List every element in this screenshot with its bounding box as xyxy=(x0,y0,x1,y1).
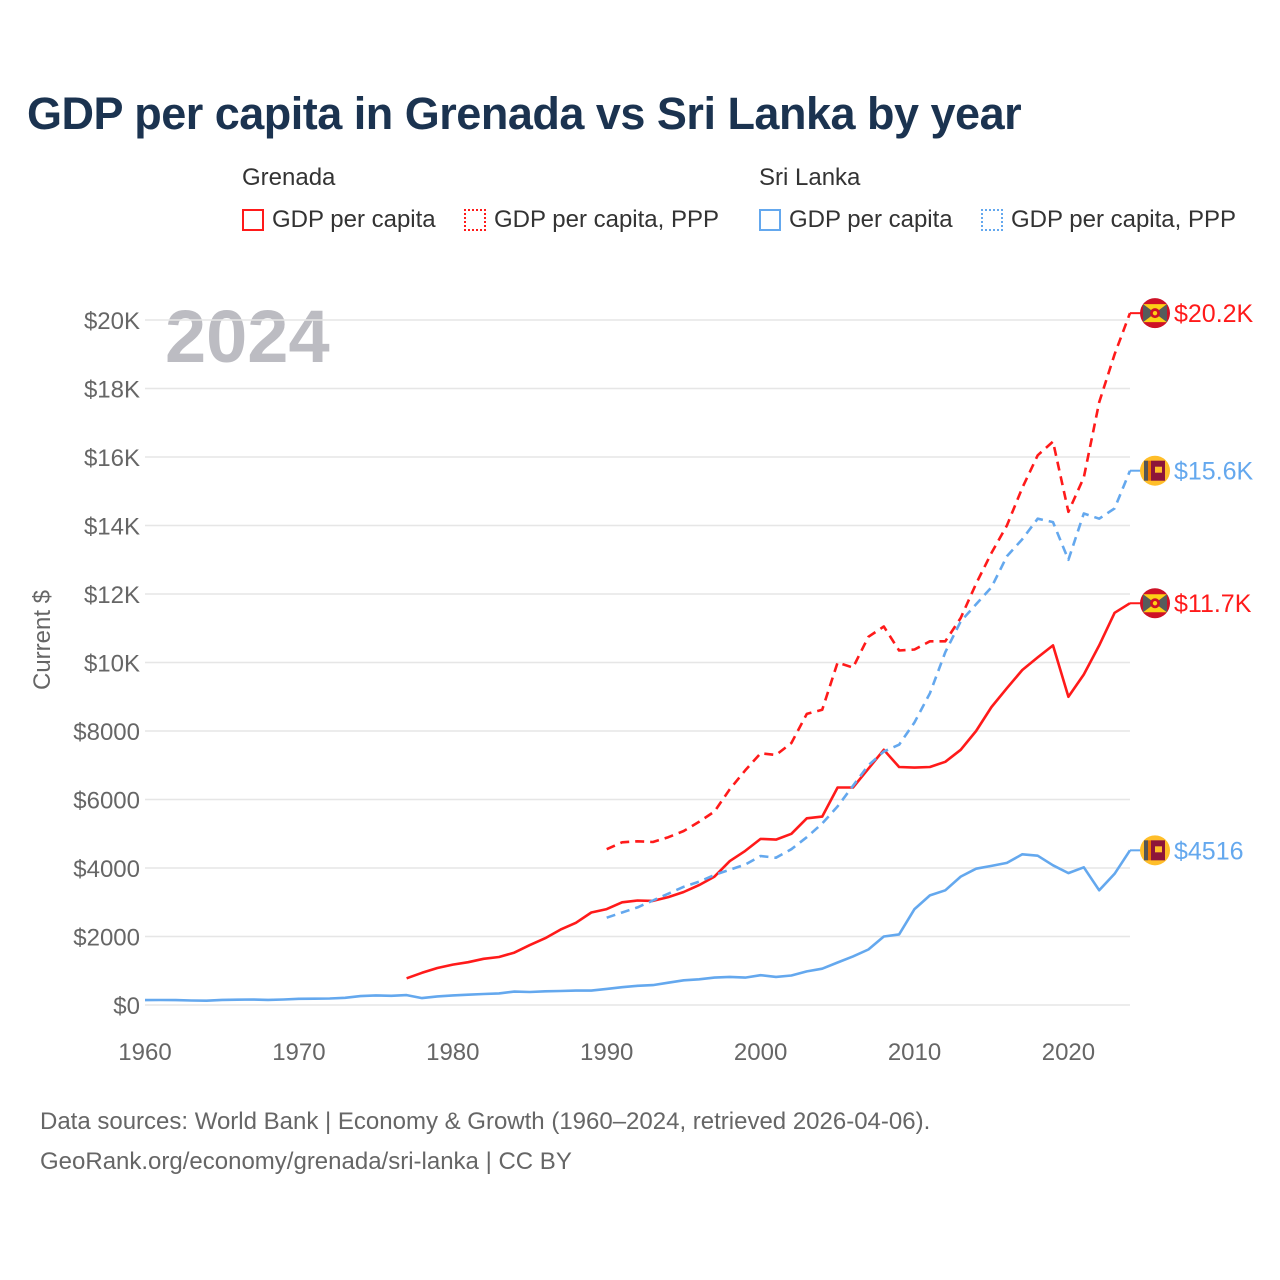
footer-sources: Data sources: World Bank | Economy & Gro… xyxy=(40,1108,931,1135)
legend-swatch-dotted-blue xyxy=(981,209,1003,231)
x-tick-label: 2010 xyxy=(888,1039,941,1066)
legend-swatch-solid-blue xyxy=(759,209,781,231)
end-value-label: $20.2K xyxy=(1174,300,1254,328)
chart-title: GDP per capita in Grenada vs Sri Lanka b… xyxy=(27,88,1022,139)
flag-star xyxy=(1152,601,1158,606)
legend-sri-lanka-ppp[interactable]: GDP per capita, PPP xyxy=(981,206,1236,234)
flag-part xyxy=(1143,594,1155,613)
y-tick-label: $14K xyxy=(84,514,140,541)
series-line-grenada-gdp-per-capita-ppp xyxy=(606,312,1132,851)
y-tick-label: $2000 xyxy=(73,925,140,952)
x-tick-label: 1970 xyxy=(272,1039,325,1066)
legend-label: GDP per capita xyxy=(272,206,436,233)
grenada-flag-icon xyxy=(1140,298,1170,329)
flag-lion xyxy=(1155,846,1162,853)
y-tick-label: $18K xyxy=(84,377,140,404)
legend-grenada-ppp[interactable]: GDP per capita, PPP xyxy=(464,206,719,234)
y-tick-label: $16K xyxy=(84,445,140,472)
srilanka-flag-icon xyxy=(1140,455,1170,486)
y-tick-label: $0 xyxy=(113,993,140,1020)
series-line-grenada-gdp-per-capita xyxy=(406,602,1131,980)
x-tick-label: 2020 xyxy=(1042,1039,1095,1066)
flag-part xyxy=(1155,594,1167,613)
footer-link[interactable]: GeoRank.org/economy/grenada/sri-lanka | … xyxy=(40,1148,572,1175)
flag-lion xyxy=(1155,466,1162,473)
y-tick-label: $8000 xyxy=(73,719,140,746)
end-value-label: $15.6K xyxy=(1174,458,1254,486)
y-tick-label: $4000 xyxy=(73,856,140,883)
flag-part xyxy=(1144,840,1148,861)
y-tick-label: $6000 xyxy=(73,788,140,815)
x-tick-label: 1960 xyxy=(118,1039,171,1066)
y-axis-label: Current $ xyxy=(29,590,56,690)
x-tick-label: 2000 xyxy=(734,1039,787,1066)
legend-label: GDP per capita, PPP xyxy=(494,206,719,233)
legend-swatch-dotted-red xyxy=(464,209,486,231)
y-tick-label: $10K xyxy=(84,651,140,678)
flag-part xyxy=(1143,304,1155,323)
series-line-sri-lanka-gdp-per-capita xyxy=(144,849,1132,1003)
legend-sri-lanka-gdp[interactable]: GDP per capita xyxy=(759,206,953,234)
series-line-sri-lanka-gdp-per-capita-ppp xyxy=(606,470,1132,919)
legend-group-sri-lanka: Sri Lanka xyxy=(759,164,861,191)
x-tick-label: 1980 xyxy=(426,1039,479,1066)
end-value-label: $4516 xyxy=(1174,837,1244,865)
legend-grenada-gdp[interactable]: GDP per capita xyxy=(242,206,436,234)
y-tick-label: $20K xyxy=(84,308,140,335)
year-watermark: 2024 xyxy=(165,295,330,378)
end-value-label: $11.7K xyxy=(1174,590,1252,618)
grenada-flag-icon xyxy=(1140,588,1170,619)
legend-group-grenada: Grenada xyxy=(242,164,336,191)
legend-label: GDP per capita, PPP xyxy=(1011,206,1236,233)
flag-part xyxy=(1148,460,1151,481)
srilanka-flag-icon xyxy=(1140,835,1170,866)
legend-label: GDP per capita xyxy=(789,206,953,233)
legend-swatch-solid-red xyxy=(242,209,264,231)
x-tick-label: 1990 xyxy=(580,1039,633,1066)
flag-part xyxy=(1144,460,1148,481)
flag-part xyxy=(1155,304,1167,323)
flag-part xyxy=(1148,840,1151,861)
flag-star xyxy=(1152,310,1158,316)
y-tick-label: $12K xyxy=(84,582,140,609)
